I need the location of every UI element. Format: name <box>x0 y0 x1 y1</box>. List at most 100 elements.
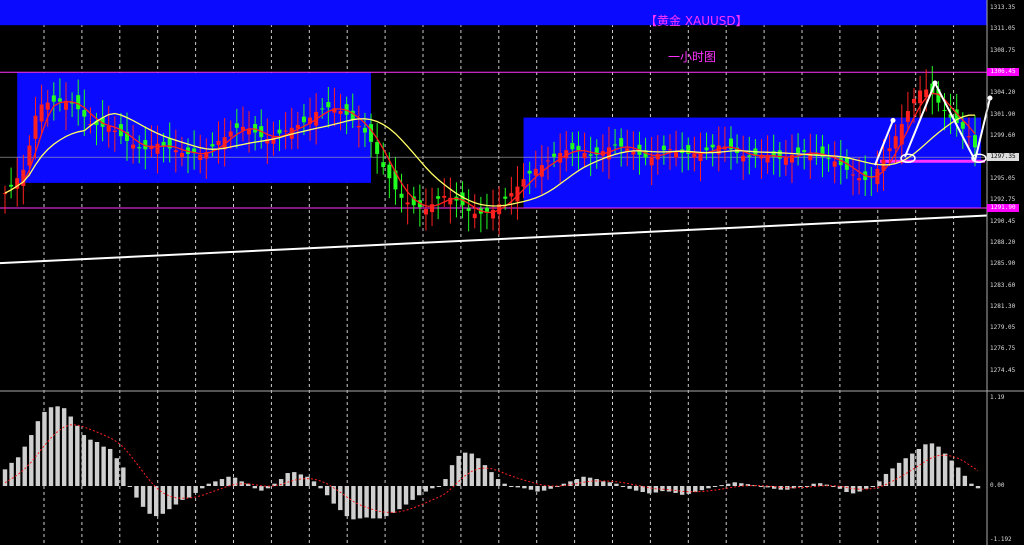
candle-body <box>936 89 941 103</box>
macd-bar <box>311 481 317 486</box>
candle-body <box>27 145 32 166</box>
candle-body <box>356 125 361 128</box>
macd-bar <box>22 446 27 486</box>
macd-bar <box>673 486 678 493</box>
macd-bar <box>916 448 922 486</box>
candle-body <box>64 100 69 110</box>
support-price-tag: 1291.90 <box>987 204 1019 213</box>
macd-bar <box>975 486 981 489</box>
candle-body <box>777 150 782 159</box>
candle-body <box>411 196 416 206</box>
macd-bar <box>548 486 553 489</box>
macd-bar <box>686 486 691 494</box>
macd-bar <box>929 443 935 486</box>
candle-body <box>491 209 496 219</box>
macd-bar <box>134 486 139 498</box>
macd-bar <box>476 458 481 486</box>
candle-body <box>198 154 203 161</box>
macd-bar <box>219 479 225 486</box>
candle-body <box>588 154 593 156</box>
candle-body <box>33 115 38 139</box>
price-axis-label: 1290.45 <box>990 217 1016 225</box>
macd-bar <box>403 486 409 505</box>
candle-body <box>545 160 550 162</box>
macd-bar <box>660 486 665 492</box>
macd-bar <box>666 486 672 492</box>
candle-body <box>399 193 404 198</box>
macd-bar <box>942 453 948 486</box>
macd-bar <box>910 453 915 486</box>
macd-bar <box>88 439 93 486</box>
candle-body <box>911 98 916 104</box>
macd-bar <box>778 486 783 490</box>
candle-body <box>973 135 977 148</box>
candle-body <box>45 102 50 110</box>
candle-body <box>905 111 910 122</box>
macd-bar <box>154 486 159 517</box>
candle-body <box>253 124 258 133</box>
macd-bar <box>344 486 350 517</box>
current-price-tag: 1297.35 <box>987 153 1019 162</box>
macd-bar <box>837 486 843 489</box>
candle-body <box>192 148 197 154</box>
macd-bar <box>298 474 304 486</box>
macd-bar <box>384 486 389 517</box>
candle-body <box>484 207 489 212</box>
macd-bar <box>140 486 146 507</box>
candle-body <box>3 193 7 195</box>
macd-bar <box>377 486 382 519</box>
candle-body <box>57 98 62 102</box>
macd-bar <box>607 482 613 486</box>
macd-bar <box>883 473 889 486</box>
candle-body <box>918 90 923 104</box>
candle-body <box>234 123 239 128</box>
price-axis-label: 1299.60 <box>990 132 1016 140</box>
candle-body <box>850 174 855 176</box>
macd-bar <box>318 486 323 489</box>
macd-bar <box>206 483 212 486</box>
candle-body <box>436 196 441 199</box>
macd-bar <box>430 486 435 489</box>
candle-body <box>289 127 294 139</box>
macd-bar <box>627 486 632 489</box>
candle-body <box>387 164 392 179</box>
candle-body <box>698 153 703 161</box>
candle-body <box>131 144 136 149</box>
candle-body <box>430 204 435 213</box>
chart-subtitle: 一小时图 <box>668 50 717 64</box>
candle-body <box>308 117 313 124</box>
macd-bar <box>186 486 192 498</box>
macd-bar <box>364 486 369 518</box>
price-zones <box>0 0 987 209</box>
candle-body <box>594 147 599 155</box>
macd-bar <box>587 477 593 486</box>
macd-bar <box>555 486 560 487</box>
macd-bar <box>338 486 343 511</box>
candle-body <box>771 151 776 157</box>
macd-bar <box>370 486 376 519</box>
macd-bar <box>502 483 507 486</box>
macd-bar <box>324 486 330 496</box>
macd-bar <box>693 486 698 493</box>
macd-bar <box>94 442 100 486</box>
candle-body <box>326 102 331 108</box>
candle-body <box>277 129 282 134</box>
candle-body <box>167 138 172 149</box>
macd-bar <box>410 486 415 500</box>
candle-body <box>265 139 270 144</box>
candle-body <box>631 151 636 155</box>
macd-bar <box>272 483 277 486</box>
macd-axis-label: 1.19 <box>990 394 1005 401</box>
candle-body <box>826 158 831 160</box>
macd-bar <box>232 477 238 486</box>
candle-body <box>692 153 697 158</box>
candle-body <box>619 138 624 147</box>
candle-body <box>161 141 166 147</box>
long-trendline <box>0 214 988 265</box>
candle-body <box>210 144 215 147</box>
price-axis-label: 1304.20 <box>990 89 1016 97</box>
macd-bar <box>292 472 297 486</box>
candle-body <box>442 195 447 198</box>
macd-bar <box>706 486 711 489</box>
candle-body <box>9 184 14 187</box>
